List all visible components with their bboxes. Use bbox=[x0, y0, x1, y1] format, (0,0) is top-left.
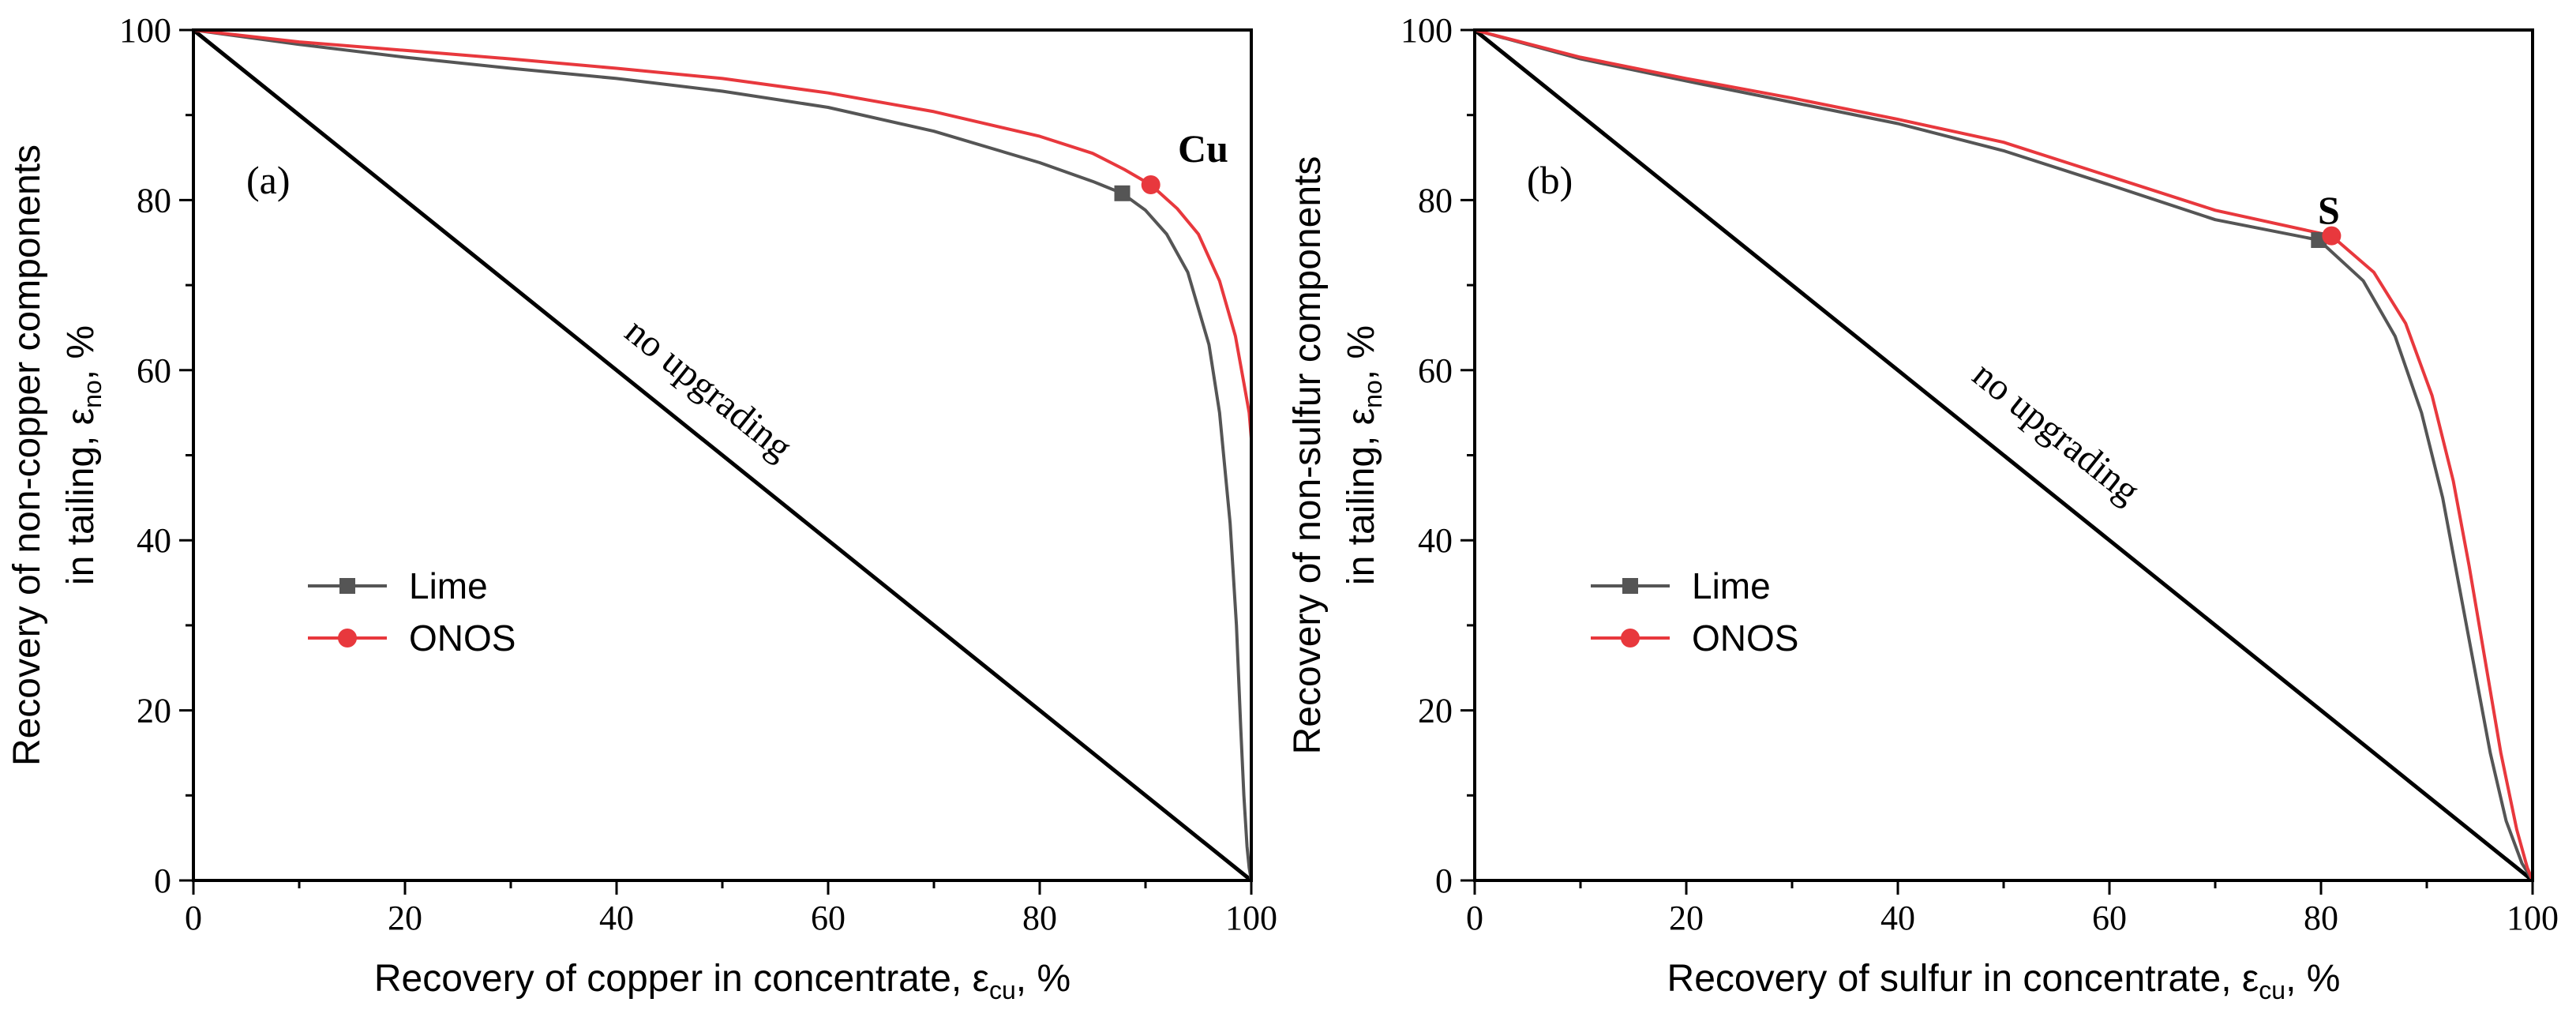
y-axis-title-line1: Recovery of non-sulfur components bbox=[1287, 156, 1329, 755]
x-tick-label: 80 bbox=[2304, 899, 2338, 937]
y-axis-title-line1: Recovery of non-copper components bbox=[6, 145, 48, 766]
x-tick-label: 20 bbox=[388, 899, 422, 937]
y-tick-label: 80 bbox=[1418, 181, 1453, 220]
y-tick-label: 100 bbox=[1400, 11, 1453, 50]
chart-panel-a: 0 20 40 60 80 100 0 20 40 60 80 100 Recovery of copp… bbox=[6, 11, 1277, 1004]
y-tick-label: 0 bbox=[154, 861, 171, 900]
series-line-lime bbox=[1474, 28, 2534, 882]
panel-label: (a) bbox=[246, 158, 291, 202]
legend-marker-onos bbox=[338, 629, 357, 648]
y-tick-label: 60 bbox=[137, 351, 171, 390]
y-axis-title-line2: in tailing, εno, % bbox=[60, 325, 107, 585]
x-tick-label: 100 bbox=[2507, 899, 2559, 937]
panel-label: (b) bbox=[1527, 158, 1573, 202]
marker-onos bbox=[1141, 175, 1161, 195]
no-upgrading-line bbox=[1473, 28, 2534, 882]
y-tick-label: 40 bbox=[1418, 521, 1453, 560]
series-line-onos bbox=[1474, 28, 2534, 881]
x-tick-label: 40 bbox=[1880, 899, 1915, 937]
x-tick-label: 100 bbox=[1225, 899, 1277, 937]
chart-panel-b: 0 20 40 60 80 100 0 20 40 60 80 100 Recovery of sulf… bbox=[1287, 11, 2559, 1004]
x-tick-label: 20 bbox=[1669, 899, 1704, 937]
y-tick-label: 40 bbox=[137, 521, 171, 560]
element-label: Cu bbox=[1178, 126, 1228, 171]
legend-label-lime: Lime bbox=[1692, 565, 1771, 606]
y-tick-label: 100 bbox=[119, 11, 171, 50]
x-tick-label: 40 bbox=[599, 899, 634, 937]
legend-marker-lime bbox=[339, 578, 355, 594]
legend-marker-lime bbox=[1622, 578, 1638, 594]
y-tick-label: 20 bbox=[137, 692, 171, 730]
marker-lime bbox=[1114, 185, 1131, 201]
marker-onos bbox=[2322, 226, 2342, 246]
legend-marker-onos bbox=[1621, 629, 1640, 648]
x-axis-title: Recovery of sulfur in concentrate, εcu, … bbox=[1667, 958, 2341, 1004]
no-upgrading-label: no upgrading bbox=[1965, 354, 2148, 512]
y-tick-label: 0 bbox=[1435, 861, 1453, 900]
x-tick-label: 60 bbox=[2092, 899, 2127, 937]
x-tick-label: 60 bbox=[811, 899, 846, 937]
legend-label-onos: ONOS bbox=[409, 617, 516, 659]
y-tick-label: 60 bbox=[1418, 351, 1453, 390]
no-upgrading-line bbox=[192, 28, 1253, 882]
y-tick-label: 80 bbox=[137, 181, 171, 220]
y-axis-title-line2: in tailing, εno, % bbox=[1340, 325, 1387, 585]
legend-label-onos: ONOS bbox=[1692, 617, 1798, 659]
x-tick-label: 0 bbox=[185, 899, 202, 937]
series-line-lime bbox=[193, 28, 1253, 881]
x-axis-title: Recovery of copper in concentrate, εcu, … bbox=[374, 958, 1071, 1004]
legend-label-lime: Lime bbox=[409, 565, 488, 606]
x-tick-label: 0 bbox=[1466, 899, 1483, 937]
element-label: S bbox=[2318, 188, 2340, 232]
series-line-onos bbox=[193, 28, 1253, 439]
y-tick-label: 20 bbox=[1418, 692, 1453, 730]
x-tick-label: 80 bbox=[1022, 899, 1057, 937]
